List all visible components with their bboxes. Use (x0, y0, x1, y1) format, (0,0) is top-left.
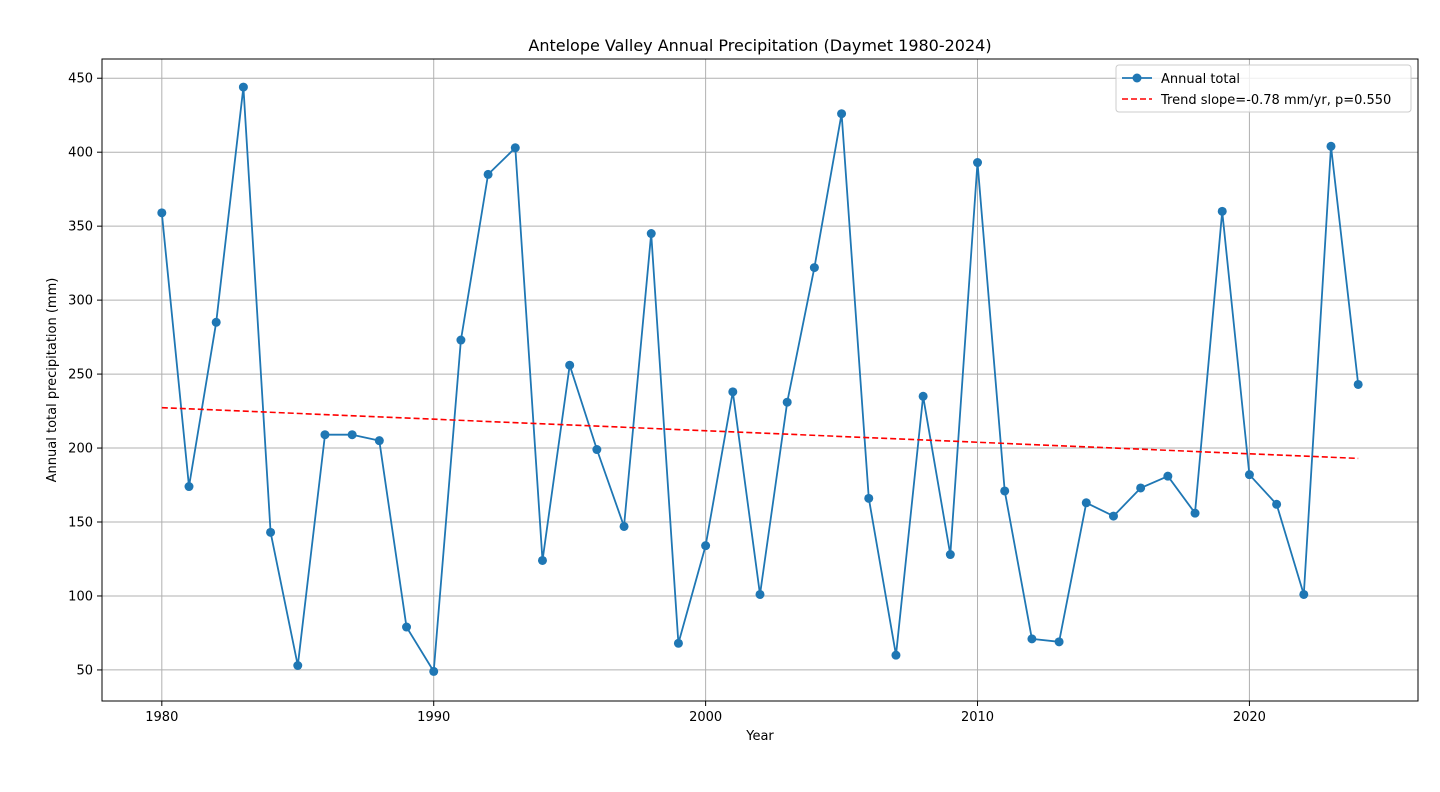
x-tick-label: 2020 (1233, 710, 1266, 725)
legend-label-trend: Trend slope=-0.78 mm/yr, p=0.550 (1160, 93, 1391, 108)
y-tick-label: 200 (68, 442, 93, 457)
legend-label-annual-total: Annual total (1161, 72, 1240, 87)
data-point-1990 (429, 666, 439, 676)
data-point-2004 (809, 263, 819, 273)
data-point-2011 (1000, 486, 1010, 496)
data-point-2008 (918, 391, 928, 401)
data-point-2018 (1190, 508, 1200, 518)
x-tick-label: 2000 (689, 710, 722, 725)
data-point-2002 (755, 589, 765, 599)
data-point-1981 (184, 482, 194, 492)
data-point-1994 (537, 555, 547, 565)
data-point-1998 (646, 229, 656, 239)
data-point-1985 (293, 660, 303, 670)
data-point-2016 (1136, 483, 1146, 493)
data-point-2010 (973, 158, 983, 168)
legend-marker-annual-total (1132, 73, 1142, 83)
data-point-2007 (891, 650, 901, 660)
data-point-1995 (565, 360, 575, 370)
y-tick-label: 450 (68, 72, 93, 87)
legend: Annual total Trend slope=-0.78 mm/yr, p=… (1115, 64, 1412, 113)
data-point-2021 (1272, 499, 1282, 509)
data-point-1983 (238, 82, 248, 92)
data-point-1982 (211, 317, 221, 327)
data-point-2009 (945, 550, 955, 560)
data-point-1980 (157, 208, 167, 218)
data-point-2005 (837, 109, 847, 119)
data-point-2022 (1299, 589, 1309, 599)
data-point-2020 (1244, 470, 1254, 480)
y-tick-label: 150 (68, 516, 93, 531)
y-tick-label: 300 (68, 294, 93, 309)
data-point-2015 (1108, 511, 1118, 521)
data-point-2024 (1353, 379, 1363, 389)
data-point-2023 (1326, 141, 1336, 151)
data-point-2012 (1027, 634, 1037, 644)
y-tick-label: 250 (68, 368, 93, 383)
data-point-2013 (1054, 637, 1064, 647)
axes: 1980 1990 2000 2010 2020 50 100 150 200 250 300 350… (68, 72, 1266, 725)
y-axis-title: Annual total precipitation (mm) (45, 278, 60, 483)
x-tick-label: 2010 (961, 710, 994, 725)
trend-line (161, 406, 1359, 460)
series-layer (157, 82, 1363, 676)
data-point-2006 (864, 493, 874, 503)
data-point-2003 (782, 397, 792, 407)
data-point-2000 (701, 541, 711, 551)
legend-box (1115, 64, 1412, 113)
data-point-1993 (510, 143, 520, 153)
data-point-1989 (402, 622, 412, 632)
data-point-1996 (592, 445, 602, 455)
chart-title: Antelope Valley Annual Precipitation (Da… (528, 36, 991, 55)
data-point-2019 (1217, 206, 1227, 216)
data-point-1988 (374, 436, 384, 446)
y-tick-label: 350 (68, 220, 93, 235)
data-point-1999 (673, 638, 683, 648)
data-point-1992 (483, 169, 493, 179)
y-tick-label: 400 (68, 146, 93, 161)
data-point-2014 (1081, 498, 1091, 508)
y-tick-label: 100 (68, 589, 93, 604)
data-point-2017 (1163, 471, 1173, 481)
x-tick-label: 1980 (145, 710, 178, 725)
x-tick-label: 1990 (417, 710, 450, 725)
plot-frame (101, 58, 1419, 702)
data-point-1997 (619, 521, 629, 531)
data-point-1987 (347, 430, 357, 440)
x-axis-title: Year (745, 729, 774, 744)
y-tick-label: 50 (76, 663, 93, 678)
data-point-1991 (456, 335, 466, 345)
data-point-2001 (728, 387, 738, 397)
data-point-1986 (320, 430, 330, 440)
data-point-1984 (266, 527, 276, 537)
